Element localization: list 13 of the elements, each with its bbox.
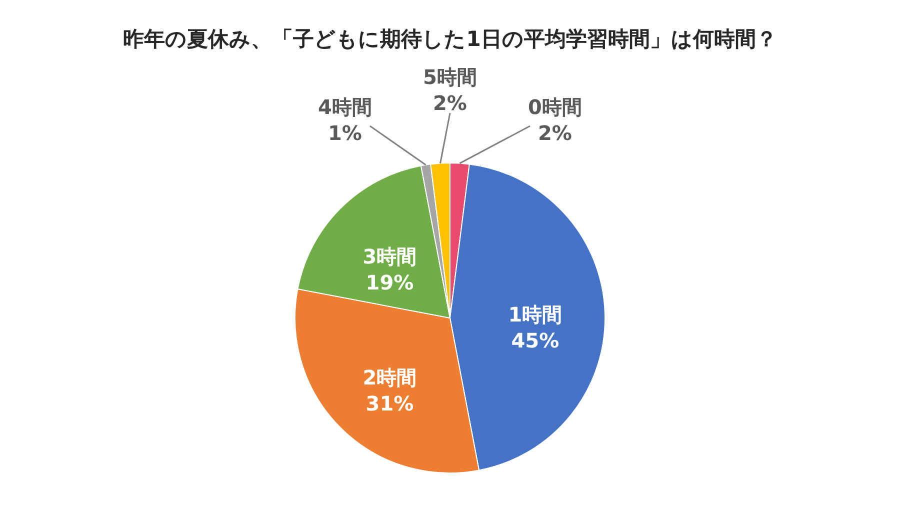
slice-label: 1時間	[508, 302, 562, 326]
chart-title: 昨年の夏休み、「子どもに期待した1日の平均学習時間」は何時間？	[123, 27, 777, 51]
slice-label: 3時間	[362, 244, 417, 269]
data-label: 2%	[538, 121, 572, 145]
slice-label: 4時間	[318, 95, 372, 119]
data-label: 2%	[433, 91, 467, 115]
data-label: 1%	[328, 121, 362, 145]
slice-label: 2時間	[362, 365, 417, 390]
data-label: 31%	[366, 391, 414, 416]
slice-label: 5時間	[423, 65, 477, 89]
data-label: 45%	[511, 328, 560, 352]
slice-label: 0時間	[528, 95, 582, 119]
data-label: 19%	[366, 270, 414, 295]
